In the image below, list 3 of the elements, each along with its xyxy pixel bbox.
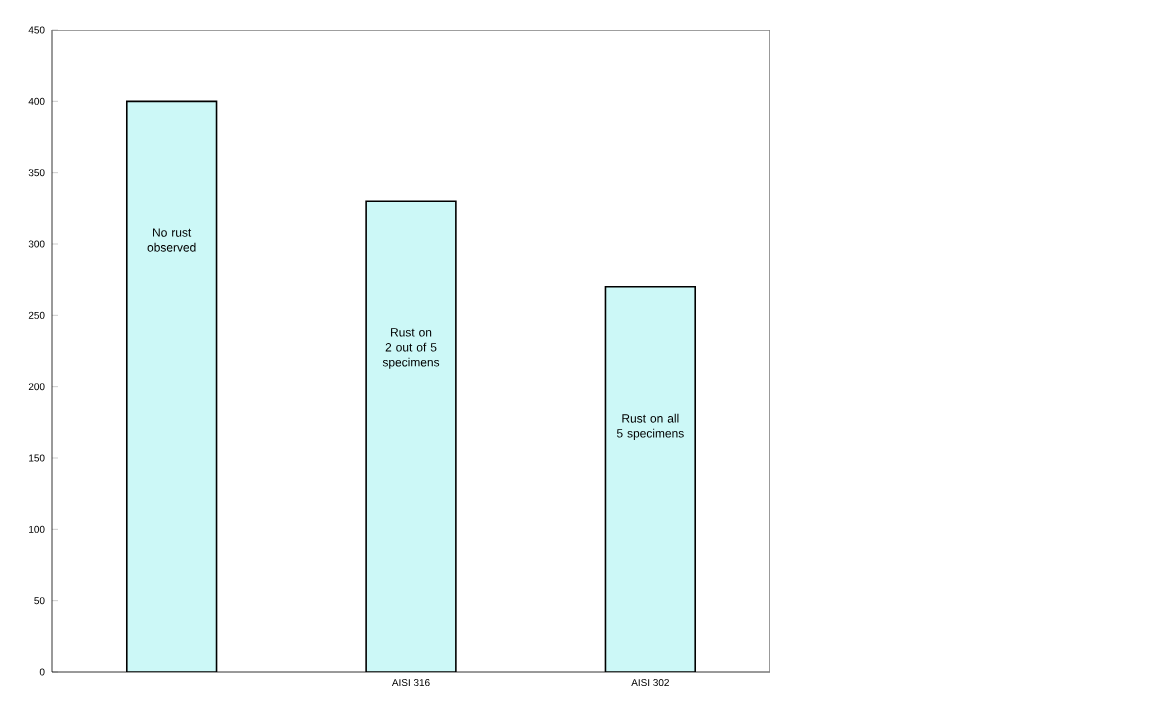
bar bbox=[125, 100, 218, 672]
bar bbox=[365, 200, 457, 672]
bar bbox=[604, 286, 697, 672]
